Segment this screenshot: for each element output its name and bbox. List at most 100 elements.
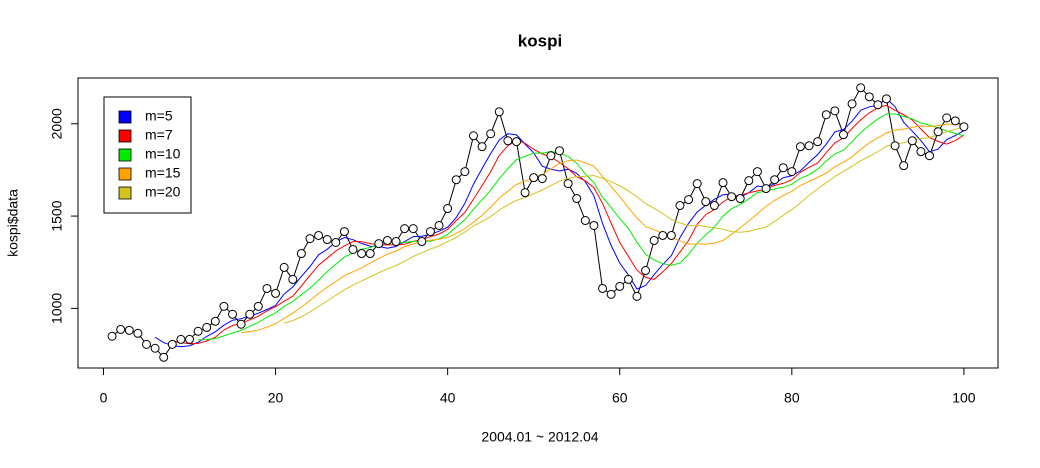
data-point (864, 92, 874, 102)
data-point (752, 167, 762, 177)
legend-swatch (118, 167, 132, 181)
legend-swatch (118, 110, 132, 124)
data-point (451, 175, 461, 185)
data-point (322, 235, 332, 245)
data-point (615, 281, 625, 291)
data-point (890, 141, 900, 151)
data-point (813, 137, 823, 147)
data-point (856, 83, 866, 93)
legend-label: m=7 (145, 127, 173, 143)
data-point (391, 237, 401, 247)
legend: m=5 m=7 m=10 m=15 m=20 (103, 96, 192, 214)
data-point (537, 174, 547, 184)
data-point (795, 142, 805, 152)
moving-average-line (198, 113, 965, 341)
data-point (167, 339, 177, 349)
data-point (959, 122, 969, 132)
chart-title: kospi (518, 31, 562, 50)
legend-label: m=10 (145, 146, 181, 162)
legend-label: m=20 (145, 184, 181, 200)
data-point (709, 201, 719, 211)
data-point (150, 343, 160, 353)
data-point (331, 237, 341, 247)
data-point (666, 230, 676, 240)
data-point (701, 197, 711, 207)
data-point (907, 136, 917, 146)
data-point (219, 301, 229, 311)
data-point (141, 339, 151, 349)
y-tick-label: 1000 (49, 293, 65, 324)
data-point (563, 179, 573, 189)
data-point (632, 291, 642, 301)
x-tick-label: 20 (268, 390, 284, 406)
data-point (727, 192, 737, 202)
data-point (271, 288, 281, 298)
legend-swatch (118, 186, 132, 200)
data-point (942, 113, 952, 123)
data-point (408, 224, 418, 234)
moving-average-line (284, 126, 965, 324)
data-point (916, 147, 926, 157)
legend-label: m=15 (145, 165, 181, 181)
data-point (572, 194, 582, 204)
data-point (314, 230, 324, 240)
data-point (838, 130, 848, 140)
data-point (193, 326, 203, 336)
data-point (649, 235, 659, 245)
data-point (365, 249, 375, 259)
data-point (425, 227, 435, 237)
data-point (236, 319, 246, 329)
data-point (692, 179, 702, 189)
data-point (830, 106, 840, 116)
data-point (598, 283, 608, 293)
data-point (933, 127, 943, 137)
data-point (555, 146, 565, 156)
data-point (925, 151, 935, 161)
data-point (477, 142, 487, 152)
data-point (623, 274, 633, 284)
data-point (675, 201, 685, 211)
data-point (684, 195, 694, 205)
moving-average-line (172, 104, 965, 345)
data-point (761, 184, 771, 194)
data-point (486, 129, 496, 139)
x-tick-label: 60 (612, 390, 628, 406)
data-point (494, 107, 504, 117)
data-point (873, 100, 883, 110)
data-point (262, 283, 272, 293)
data-point (124, 325, 134, 335)
data-point (950, 116, 960, 126)
data-point (176, 334, 186, 344)
data-point (735, 194, 745, 204)
data-point (899, 161, 909, 171)
y-tick-label: 1500 (49, 200, 65, 231)
data-point (348, 244, 358, 254)
data-point (434, 220, 444, 230)
data-point (210, 316, 220, 326)
data-point (159, 352, 169, 362)
data-point (641, 266, 651, 276)
moving-average-line (241, 123, 964, 334)
legend-swatch (118, 148, 132, 162)
data-point (589, 220, 599, 230)
data-point (279, 262, 289, 272)
data-point (520, 188, 530, 198)
data-point (658, 230, 668, 240)
data-point (107, 331, 117, 341)
data-point (374, 239, 384, 249)
data-point (770, 175, 780, 185)
data-point (511, 137, 521, 147)
legend-swatch (118, 129, 132, 143)
data-point (881, 94, 891, 104)
data-point (443, 204, 453, 214)
y-axis-label: kospi$data (5, 189, 21, 257)
data-point (339, 227, 349, 237)
moving-average-line (154, 97, 965, 348)
data-point (288, 274, 298, 284)
plot-area (107, 83, 969, 362)
data-point (580, 216, 590, 226)
data-point (468, 131, 478, 141)
data-point (228, 309, 238, 319)
